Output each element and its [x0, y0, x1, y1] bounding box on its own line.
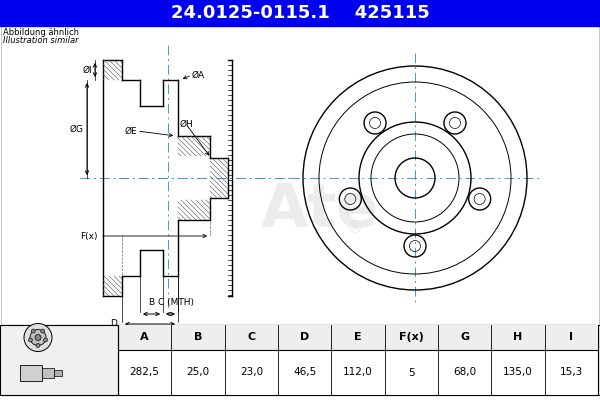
Text: F(x): F(x) — [399, 332, 424, 342]
Text: B: B — [194, 332, 202, 342]
Circle shape — [35, 334, 41, 340]
Text: ØG: ØG — [70, 124, 84, 134]
Bar — [20, 364, 42, 380]
Circle shape — [30, 330, 46, 346]
Circle shape — [24, 324, 52, 352]
Text: D: D — [300, 332, 309, 342]
Text: 135,0: 135,0 — [503, 368, 533, 378]
Text: ØA: ØA — [192, 70, 205, 80]
Text: 24.0125-0115.1    425115: 24.0125-0115.1 425115 — [170, 4, 430, 22]
Bar — [0, 325, 600, 395]
Text: B: B — [148, 298, 155, 307]
Text: E: E — [354, 332, 362, 342]
Text: 5: 5 — [408, 368, 415, 378]
Text: 112,0: 112,0 — [343, 368, 373, 378]
Text: C (MTH): C (MTH) — [157, 298, 193, 307]
Text: 15,3: 15,3 — [560, 368, 583, 378]
Bar — [0, 325, 118, 395]
Text: H: H — [514, 332, 523, 342]
Text: Abbildung ähnlich: Abbildung ähnlich — [3, 28, 79, 37]
Text: 68,0: 68,0 — [453, 368, 476, 378]
Text: ØH: ØH — [180, 120, 194, 128]
Bar — [1, 26, 599, 325]
Circle shape — [44, 338, 47, 342]
Text: ØI: ØI — [82, 66, 92, 74]
Text: 46,5: 46,5 — [293, 368, 316, 378]
Circle shape — [28, 338, 32, 342]
Text: 25,0: 25,0 — [187, 368, 209, 378]
Text: G: G — [460, 332, 469, 342]
Text: C: C — [247, 332, 256, 342]
Text: D: D — [110, 320, 117, 328]
Text: Ate: Ate — [261, 180, 379, 240]
Bar — [54, 370, 62, 376]
Text: F(x): F(x) — [80, 232, 98, 240]
Text: I: I — [569, 332, 574, 342]
Text: 282,5: 282,5 — [130, 368, 160, 378]
Bar — [0, 0, 600, 26]
Text: ®: ® — [347, 219, 363, 237]
Circle shape — [31, 329, 35, 333]
Bar — [118, 325, 598, 350]
Text: A: A — [140, 332, 149, 342]
Text: ØE: ØE — [124, 126, 137, 136]
Circle shape — [36, 344, 40, 348]
Text: 23,0: 23,0 — [240, 368, 263, 378]
Text: Illustration similar: Illustration similar — [3, 36, 79, 45]
Bar — [118, 325, 598, 395]
Bar — [42, 368, 54, 378]
Circle shape — [41, 329, 45, 333]
